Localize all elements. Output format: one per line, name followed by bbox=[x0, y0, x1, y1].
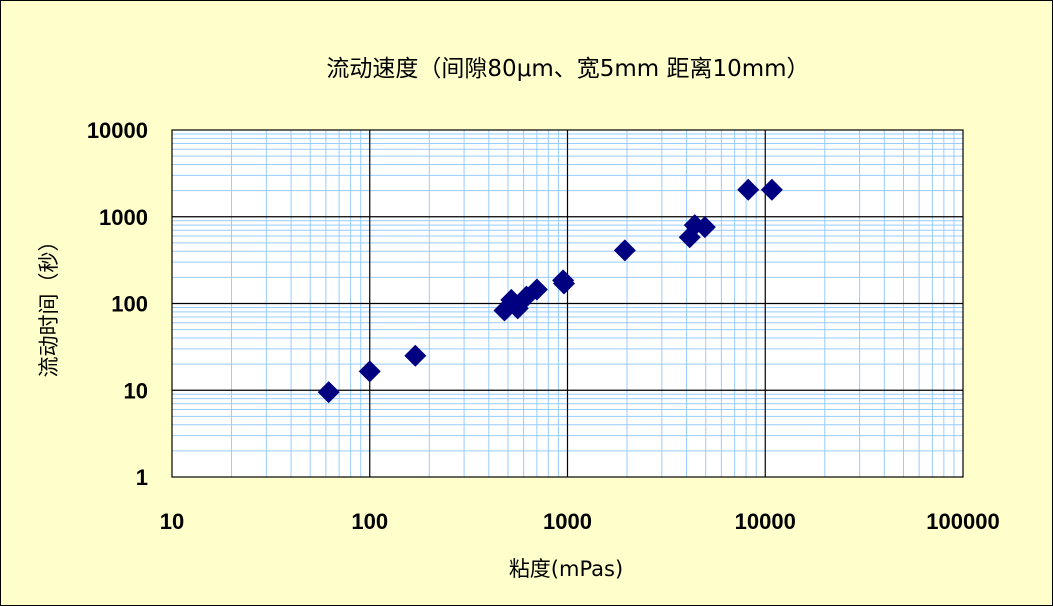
data-point bbox=[317, 381, 340, 404]
y-tick-label: 1000 bbox=[99, 205, 148, 230]
data-point bbox=[737, 178, 760, 201]
x-axis-tick-labels: 10 100 1000 10000 100000 bbox=[160, 509, 1000, 534]
data-point bbox=[404, 344, 427, 367]
x-tick-label: 10000 bbox=[735, 509, 796, 534]
data-point bbox=[552, 272, 575, 295]
y-tick-label: 1 bbox=[136, 465, 148, 490]
chart-title: 流动速度（间隙80μm、宽5mm 距离10mm） bbox=[326, 56, 809, 82]
y-tick-label: 100 bbox=[111, 292, 148, 317]
x-tick-label: 100 bbox=[351, 509, 388, 534]
x-tick-label: 100000 bbox=[926, 509, 999, 534]
major-gridlines bbox=[172, 130, 963, 477]
x-axis-title: 粘度(mPas) bbox=[509, 557, 623, 581]
data-point bbox=[358, 360, 381, 383]
data-points bbox=[317, 178, 783, 404]
y-axis-title: 流动时间（秒） bbox=[37, 231, 61, 378]
x-tick-label: 10 bbox=[160, 509, 184, 534]
data-point bbox=[525, 278, 548, 301]
plot-area-border bbox=[171, 129, 964, 478]
x-tick-label: 1000 bbox=[543, 509, 592, 534]
y-axis-tick-labels: 1 10 100 1000 10000 bbox=[87, 118, 148, 490]
data-point bbox=[693, 216, 716, 239]
data-point bbox=[760, 178, 783, 201]
y-tick-label: 10 bbox=[124, 378, 148, 403]
data-point bbox=[613, 239, 636, 262]
y-tick-label: 10000 bbox=[87, 118, 148, 143]
